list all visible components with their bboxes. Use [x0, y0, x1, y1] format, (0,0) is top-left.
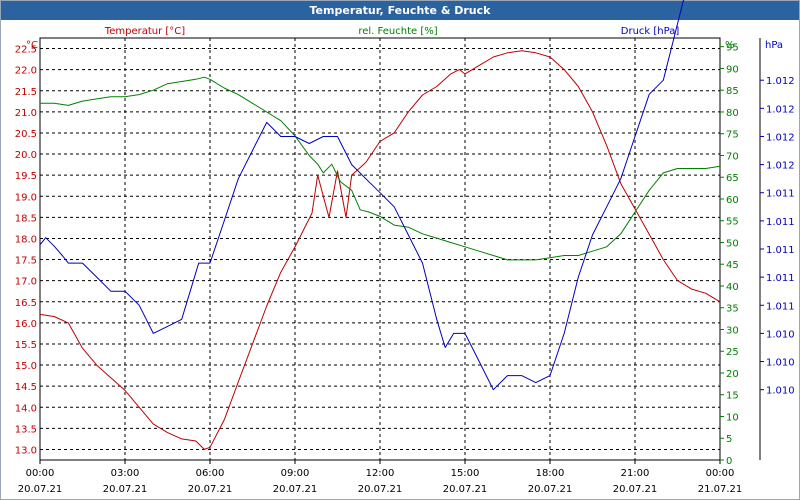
humidity-tick-label: 70	[726, 151, 739, 162]
pressure-tick-label: 1.012	[766, 76, 795, 87]
humidity-axis-label: rel. Feuchte [%]	[358, 26, 437, 37]
humidity-tick-label: 80	[726, 108, 739, 119]
axes-layer: 00:00 20.07.21 03:00 20.07.21 06:00 20.07.21 0…	[15, 38, 795, 495]
title-bar: Temperatur, Feuchte & Druck	[1, 1, 799, 20]
grid	[40, 38, 720, 460]
humidity-tick-label: 95	[726, 43, 739, 54]
x-tick-time: 18:00	[536, 468, 565, 479]
humidity-tick-label: 90	[726, 64, 739, 75]
pressure-tick-label: 1.010	[766, 386, 795, 397]
humidity-tick-label: 50	[726, 238, 739, 249]
humidity-tick-label: 45	[726, 260, 739, 271]
pressure-tick-label: 1.011	[766, 245, 795, 256]
humidity-tick-label: 85	[726, 86, 739, 97]
pressure-tick-label: 1.012	[766, 104, 795, 115]
humidity-tick-label: 60	[726, 195, 739, 206]
temperature-tick-label: 15.0	[15, 361, 37, 372]
window-title: Temperatur, Feuchte & Druck	[309, 4, 491, 17]
pressure-tick-label: 1.012	[766, 132, 795, 143]
humidity-tick-label: 35	[726, 304, 739, 315]
x-tick-date: 20.07.21	[613, 484, 658, 495]
humidity-tick-label: 30	[726, 325, 739, 336]
temperature-tick-label: 22.5	[15, 45, 37, 56]
temperature-tick-label: 21.5	[15, 87, 37, 98]
temperature-tick-label: 17.5	[15, 256, 37, 267]
temperature-series-line	[39, 50, 721, 450]
humidity-tick-label: 25	[726, 347, 739, 358]
humidity-tick-label: 40	[726, 282, 739, 293]
humidity-tick-label: 20	[726, 369, 739, 380]
series-layer	[39, 0, 721, 450]
humidity-tick-label: 55	[726, 217, 739, 228]
temperature-tick-label: 20.5	[15, 129, 37, 140]
pressure-unit-label: hPa	[765, 40, 783, 51]
temperature-unit-label: °C	[26, 40, 38, 51]
humidity-series-line	[40, 76, 721, 261]
x-tick-time: 06:00	[196, 468, 225, 479]
pressure-tick-label: 1.010	[766, 329, 795, 340]
x-tick-date: 20.07.21	[18, 484, 63, 495]
x-tick-time: 12:00	[366, 468, 395, 479]
temperature-tick-label: 18.5	[15, 213, 37, 224]
temperature-tick-label: 13.0	[15, 445, 37, 456]
humidity-tick-label: 0	[726, 456, 732, 467]
temperature-tick-label: 15.5	[15, 340, 37, 351]
x-tick-date: 20.07.21	[528, 484, 573, 495]
temperature-tick-label: 14.5	[15, 382, 37, 393]
temperature-axis-label: Temperatur [°C]	[104, 26, 185, 37]
pressure-tick-label: 1.011	[766, 217, 795, 228]
x-tick-date: 20.07.21	[358, 484, 403, 495]
pressure-tick-label: 1.011	[766, 273, 795, 284]
x-tick-time: 00:00	[706, 468, 735, 479]
temperature-tick-label: 18.0	[15, 234, 37, 245]
pressure-tick-label: 1.012	[766, 161, 795, 172]
humidity-tick-label: 5	[726, 434, 732, 445]
x-tick-date: 20.07.21	[188, 484, 233, 495]
x-tick-date: 20.07.21	[273, 484, 318, 495]
x-tick-date: 20.07.21	[103, 484, 148, 495]
x-tick-time: 15:00	[451, 468, 480, 479]
pressure-series-line	[39, 0, 685, 391]
humidity-tick-label: 15	[726, 391, 739, 402]
pressure-axis-label: Druck [hPa]	[621, 26, 680, 37]
humidity-tick-label: 75	[726, 130, 739, 141]
x-tick-time: 09:00	[281, 468, 310, 479]
temperature-tick-label: 17.0	[15, 277, 37, 288]
temperature-tick-label: 16.5	[15, 298, 37, 309]
temperature-tick-label: 13.5	[15, 424, 37, 435]
temperature-tick-label: 20.0	[15, 150, 37, 161]
temperature-tick-label: 21.0	[15, 108, 37, 119]
humidity-unit-label: %	[725, 40, 735, 51]
pressure-tick-label: 1.010	[766, 358, 795, 369]
x-tick-date: 20.07.21	[443, 484, 488, 495]
temperature-tick-label: 22.0	[15, 66, 37, 77]
pressure-tick-label: 1.011	[766, 301, 795, 312]
humidity-tick-label: 65	[726, 173, 739, 184]
x-tick-date: 21.07.21	[698, 484, 743, 495]
x-tick-time: 21:00	[621, 468, 650, 479]
x-tick-time: 03:00	[111, 468, 140, 479]
temperature-tick-label: 14.0	[15, 403, 37, 414]
temperature-tick-label: 19.0	[15, 192, 37, 203]
temperature-tick-label: 16.0	[15, 319, 37, 330]
temperature-tick-label: 19.5	[15, 171, 37, 182]
humidity-tick-label: 10	[726, 412, 739, 423]
pressure-tick-label: 1.011	[766, 189, 795, 200]
x-tick-time: 00:00	[26, 468, 55, 479]
